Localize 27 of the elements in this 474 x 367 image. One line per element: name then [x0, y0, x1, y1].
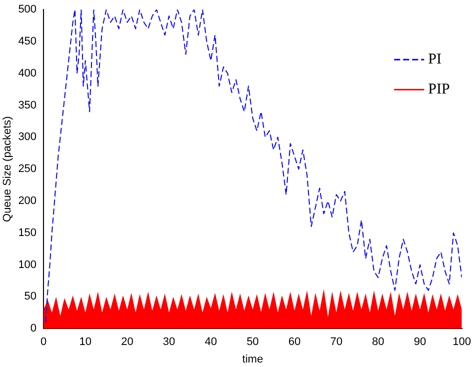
y-tick-label: 100: [18, 258, 37, 271]
legend-label: PIP: [428, 82, 450, 98]
y-tick-label: 400: [18, 67, 37, 80]
legend-label: PI: [428, 52, 442, 68]
y-tick-label: 200: [18, 195, 37, 208]
y-axis-title: Queue Size (packets): [2, 116, 14, 222]
x-tick-label: 40: [204, 336, 217, 348]
y-tick-label: 300: [18, 131, 37, 144]
x-tick-label: 50: [246, 336, 259, 348]
x-axis-title: time: [242, 353, 264, 366]
x-tick-label: 30: [162, 336, 176, 348]
x-tick-label: 80: [372, 336, 384, 348]
x-tick-label: 10: [79, 336, 92, 348]
y-tick-label: 250: [18, 163, 37, 176]
y-tick-label: 350: [18, 99, 37, 112]
x-tick-label: 90: [414, 336, 426, 348]
x-tick-label: 100: [452, 336, 472, 348]
x-tick-label: 60: [288, 336, 301, 348]
y-tick-label: 500: [18, 4, 37, 16]
y-tick-label: 50: [24, 290, 37, 303]
x-tick-label: 0: [40, 336, 47, 348]
x-tick-label: 70: [330, 336, 342, 348]
y-tick-label: 150: [18, 226, 37, 239]
y-tick-label: 0: [30, 322, 37, 335]
x-tick-label: 20: [121, 336, 134, 348]
line-series: [45, 10, 462, 323]
y-tick-label: 450: [18, 36, 37, 48]
